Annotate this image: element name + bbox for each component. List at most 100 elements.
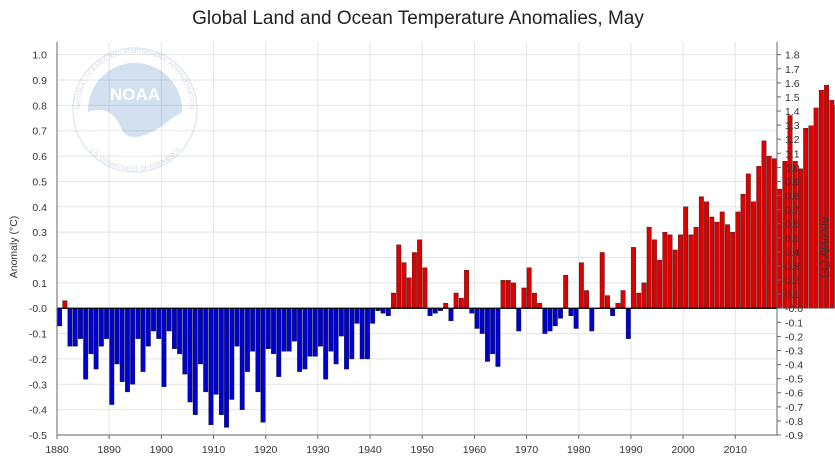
y-right-tick-label: -0.4 <box>785 360 803 372</box>
y-right-tick-label: 0.1 <box>785 289 800 301</box>
bar-1998 <box>672 249 678 309</box>
bar-1895 <box>135 308 141 339</box>
bar-1942 <box>380 308 386 314</box>
bar-1882 <box>67 308 73 347</box>
bar-1969 <box>521 287 527 309</box>
bar-1955 <box>448 308 454 322</box>
bar-1880 <box>57 308 63 327</box>
bar-1985 <box>605 295 610 309</box>
y-right-tick-label: 1.8 <box>785 50 800 62</box>
x-tick-label: 1960 <box>463 444 487 456</box>
y-right-tick-label: 0.6 <box>785 219 800 231</box>
bar-1976 <box>558 308 563 319</box>
bar-1900 <box>161 308 167 388</box>
y-right-tick-label: -0.2 <box>785 331 803 343</box>
bar-2020 <box>787 115 793 309</box>
y-right-tick-label: -0.1 <box>785 317 803 329</box>
bar-1922 <box>276 308 282 377</box>
bar-1977 <box>563 275 569 309</box>
bar-1997 <box>667 234 673 309</box>
bar-1994 <box>651 239 657 309</box>
bar-1979 <box>573 308 579 329</box>
y-right-tick-label: 1.3 <box>785 120 800 132</box>
x-tick-label: 1890 <box>97 444 121 456</box>
bar-1912 <box>224 308 229 428</box>
svg-text:NOAA: NOAA <box>110 85 160 104</box>
bar-1965 <box>500 280 506 309</box>
bar-1982 <box>589 308 595 332</box>
bar-2017 <box>771 158 777 309</box>
bar-1908 <box>203 308 209 393</box>
bar-1938 <box>359 308 365 360</box>
bar-1897 <box>145 308 151 347</box>
bar-1943 <box>385 308 391 317</box>
bar-1881 <box>62 300 68 309</box>
x-tick-label: 2000 <box>671 444 695 456</box>
bar-2015 <box>761 140 767 309</box>
bar-2000 <box>683 206 689 309</box>
bar-1963 <box>490 308 496 355</box>
bar-1987 <box>615 302 621 309</box>
y-left-tick-label: 0.6 <box>32 151 47 163</box>
x-tick-label: 1920 <box>254 444 278 456</box>
bar-1926 <box>297 308 303 372</box>
bar-1892 <box>119 308 125 382</box>
bar-2001 <box>688 234 694 309</box>
bar-1960 <box>474 308 480 329</box>
bar-2024 <box>808 125 814 309</box>
bar-1952 <box>432 308 438 314</box>
bar-1996 <box>662 231 668 309</box>
bar-1918 <box>255 308 261 393</box>
bar-1909 <box>208 308 214 426</box>
bar-1917 <box>250 308 256 352</box>
bar-1993 <box>646 226 652 309</box>
bar-1901 <box>166 308 172 332</box>
bar-1907 <box>198 308 203 365</box>
bar-1887 <box>93 308 99 370</box>
bar-1936 <box>349 308 355 360</box>
bar-1893 <box>125 308 130 393</box>
bar-2026 <box>818 89 824 309</box>
y-left-tick-label: -0.5 <box>29 430 47 442</box>
bar-1890 <box>109 308 115 405</box>
y-right-tick-label: 1.7 <box>785 64 800 76</box>
y-right-tick-label: 1.5 <box>785 92 800 104</box>
bars <box>57 84 835 428</box>
bar-1898 <box>151 308 156 332</box>
bar-2011 <box>740 193 746 309</box>
bar-2014 <box>756 166 762 309</box>
bar-2010 <box>735 211 741 309</box>
y-left-tick-label: 0.7 <box>32 126 47 138</box>
bar-1948 <box>411 252 417 309</box>
chart-title: Global Land and Ocean Temperature Anomal… <box>192 8 644 29</box>
bar-1910 <box>213 308 219 395</box>
bar-1967 <box>511 282 516 309</box>
x-tick-label: 1930 <box>306 444 330 456</box>
x-tick-label: 1910 <box>202 444 226 456</box>
bar-2022 <box>798 168 803 309</box>
bar-1959 <box>469 308 475 314</box>
bar-1896 <box>140 308 146 372</box>
bar-1919 <box>260 308 266 423</box>
y-left-tick-label: 0.2 <box>32 253 47 265</box>
y-right-tick-label: 0.9 <box>785 176 800 188</box>
bar-2016 <box>766 155 772 309</box>
x-tick-label: 1940 <box>358 444 382 456</box>
y-right-tick-label: -0.9 <box>785 430 803 442</box>
y-left-tick-label: -0.1 <box>29 329 47 341</box>
bar-1904 <box>182 308 188 375</box>
bar-1990 <box>631 247 636 309</box>
bar-1920 <box>265 308 271 349</box>
y-left-tick-label: 0.5 <box>32 176 47 188</box>
bar-2025 <box>813 107 819 309</box>
y-right-tick-label: 1.4 <box>785 106 800 118</box>
bar-1911 <box>218 308 224 415</box>
bar-1995 <box>657 259 663 309</box>
bar-1914 <box>234 308 240 347</box>
y-right-tick-label: 0.8 <box>785 191 800 203</box>
bar-1947 <box>406 277 412 309</box>
bar-1971 <box>531 292 537 309</box>
bar-2008 <box>725 224 730 309</box>
x-tick-label: 2010 <box>724 444 748 456</box>
bar-1970 <box>526 267 532 309</box>
